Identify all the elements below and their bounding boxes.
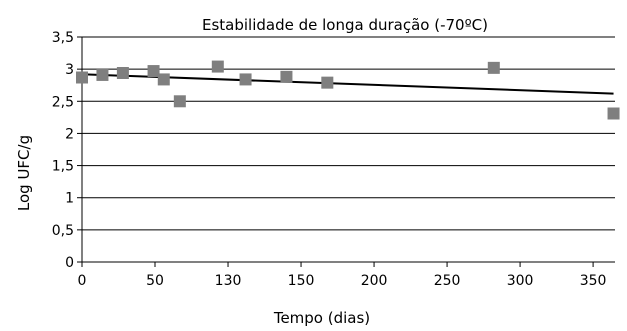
data-point bbox=[239, 73, 252, 86]
data-point bbox=[607, 107, 620, 120]
data-points bbox=[76, 60, 620, 120]
data-point bbox=[173, 95, 186, 108]
axes bbox=[77, 36, 615, 267]
data-point bbox=[211, 60, 224, 73]
data-point bbox=[280, 70, 293, 83]
data-point bbox=[96, 68, 109, 81]
y-axis-label: Log UFC/g bbox=[15, 135, 33, 211]
chart-title: Estabilidade de longa duração (-70ºC) bbox=[202, 16, 488, 34]
data-point bbox=[76, 71, 88, 84]
data-point bbox=[147, 65, 160, 78]
y-tick-label: 1 bbox=[65, 191, 74, 207]
data-point bbox=[487, 61, 500, 74]
y-tick-label: 2 bbox=[65, 126, 74, 142]
y-tick-label: 1,5 bbox=[52, 159, 74, 175]
y-tick-label: 3,5 bbox=[52, 30, 74, 46]
x-tick-label: 200 bbox=[361, 273, 388, 289]
x-tick-label: 350 bbox=[580, 273, 607, 289]
trendline bbox=[81, 73, 614, 95]
y-tick-label: 3 bbox=[65, 62, 74, 78]
y-tick-label: 0 bbox=[65, 255, 74, 271]
x-axis-label: Tempo (dias) bbox=[273, 309, 370, 327]
tick-labels: 0 0,5 1 1,5 2 2,5 3 3,5 0 50 130 150 200 250 300 350 bbox=[52, 30, 607, 289]
y-tick-label: 2,5 bbox=[52, 94, 74, 110]
x-tick-label: 150 bbox=[288, 273, 315, 289]
data-point bbox=[157, 73, 170, 86]
x-tick-label: 0 bbox=[78, 273, 87, 289]
gridlines bbox=[82, 36, 615, 231]
trendline-layer bbox=[81, 73, 614, 95]
y-tick-label: 0,5 bbox=[52, 223, 74, 239]
x-tick-label: 250 bbox=[434, 273, 461, 289]
x-tick-label: 300 bbox=[507, 273, 534, 289]
x-tick-label: 130 bbox=[215, 273, 242, 289]
data-point bbox=[116, 67, 129, 79]
x-tick-label: 50 bbox=[146, 273, 164, 289]
data-point bbox=[321, 76, 334, 89]
